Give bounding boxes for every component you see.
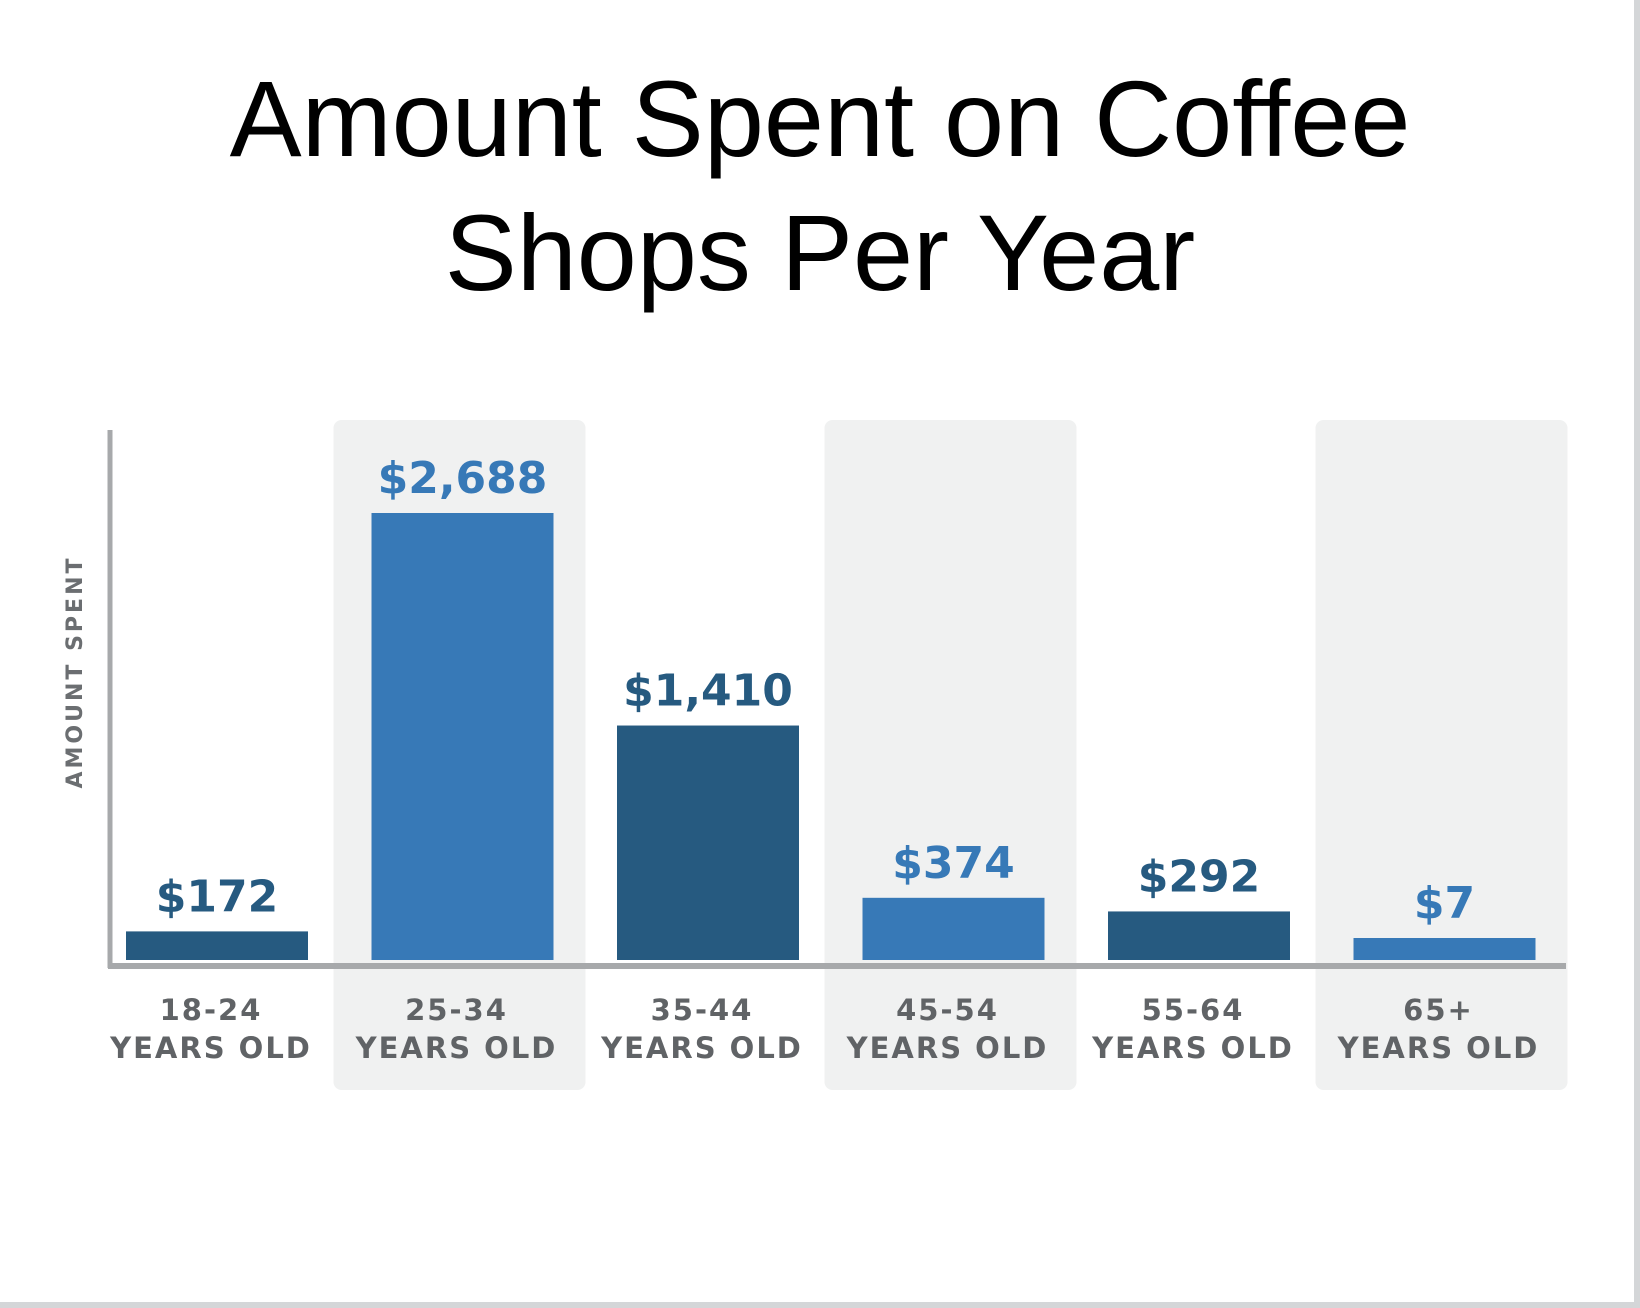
x-tick-label-2-line-0: 35-44 bbox=[651, 993, 754, 1027]
bar-2 bbox=[617, 725, 799, 960]
shaded-column-5 bbox=[1315, 420, 1568, 1090]
value-label-1: $2,688 bbox=[378, 453, 548, 504]
x-tick-label-4-line-0: 55-64 bbox=[1142, 993, 1245, 1027]
value-label-3: $374 bbox=[892, 838, 1014, 889]
bar-4 bbox=[1108, 911, 1290, 960]
y-axis-title: AMOUNT SPENT bbox=[63, 556, 88, 789]
x-tick-label-4-line-1: YEARS OLD bbox=[1091, 1031, 1294, 1065]
bar-layer bbox=[126, 513, 1536, 960]
x-tick-label-2-line-1: YEARS OLD bbox=[600, 1031, 803, 1065]
axis-layer: AMOUNT SPENT bbox=[63, 430, 1566, 969]
chart-title-line-1: Amount Spent on Coffee bbox=[229, 58, 1411, 179]
x-tick-label-5-line-0: 65+ bbox=[1403, 993, 1474, 1027]
value-label-4: $292 bbox=[1138, 851, 1260, 902]
x-tick-label-1-line-0: 25-34 bbox=[405, 993, 508, 1027]
chart-title: Amount Spent on Coffee Shops Per Year bbox=[0, 52, 1640, 320]
x-tick-label-5-line-1: YEARS OLD bbox=[1337, 1031, 1540, 1065]
value-label-5: $7 bbox=[1414, 878, 1475, 929]
label-layer: $172 18-24 YEARS OLD $2,688 25-34 YEARS OLD $1… bbox=[109, 453, 1540, 1065]
bar-3 bbox=[862, 897, 1045, 960]
x-tick-label-3-line-0: 45-54 bbox=[896, 993, 999, 1027]
bar-0 bbox=[126, 931, 308, 960]
x-tick-label-3-line-1: YEARS OLD bbox=[846, 1031, 1049, 1065]
x-tick-label-0-line-0: 18-24 bbox=[160, 993, 263, 1027]
x-tick-label-1-line-1: YEARS OLD bbox=[355, 1031, 558, 1065]
value-label-2: $1,410 bbox=[623, 666, 793, 717]
value-label-0: $172 bbox=[156, 871, 278, 922]
shaded-column-3 bbox=[824, 420, 1077, 1090]
x-tick-label-0-line-1: YEARS OLD bbox=[109, 1031, 312, 1065]
bar-1 bbox=[371, 513, 554, 960]
bar-5 bbox=[1353, 938, 1536, 960]
chart-title-line-2: Shops Per Year bbox=[444, 192, 1196, 313]
